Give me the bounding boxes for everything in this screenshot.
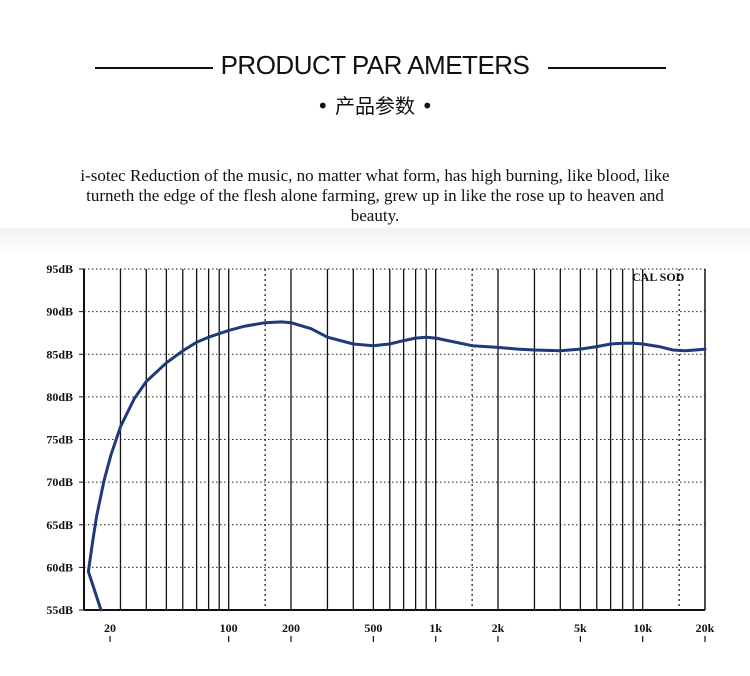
y-tick-label: 55dB bbox=[46, 603, 73, 617]
y-tick-label: 60dB bbox=[46, 560, 73, 574]
y-tick-label: 95dB bbox=[46, 262, 73, 276]
x-tick-label: 10k bbox=[633, 621, 652, 635]
response-curve bbox=[86, 320, 707, 612]
x-tick-label: 5k bbox=[574, 621, 587, 635]
title-rule-left bbox=[95, 67, 213, 69]
intro-paragraph: i-sotec Reduction of the music, no matte… bbox=[80, 166, 670, 225]
page-title: PRODUCT PAR AMETERS bbox=[220, 50, 530, 80]
x-tick-label: 500 bbox=[364, 621, 382, 635]
y-tick-label: 75dB bbox=[46, 433, 73, 447]
y-tick-label: 90dB bbox=[46, 305, 73, 319]
x-tick-label: 200 bbox=[282, 621, 300, 635]
x-tick-label: 2k bbox=[492, 621, 505, 635]
page-subtitle: • 产品参数 • bbox=[316, 94, 434, 118]
y-tick-label: 80dB bbox=[46, 390, 73, 404]
x-tick-label: 20k bbox=[696, 621, 715, 635]
cal-sod-annotation: CAL SOD bbox=[632, 270, 685, 284]
x-tick-label: 20 bbox=[104, 621, 116, 635]
title-rule-right bbox=[548, 67, 666, 69]
y-tick-label: 65dB bbox=[46, 518, 73, 532]
y-tick-label: 85dB bbox=[46, 347, 73, 361]
y-tick-label: 70dB bbox=[46, 475, 73, 489]
x-tick-label: 100 bbox=[220, 621, 238, 635]
x-tick-label: 1k bbox=[429, 621, 442, 635]
